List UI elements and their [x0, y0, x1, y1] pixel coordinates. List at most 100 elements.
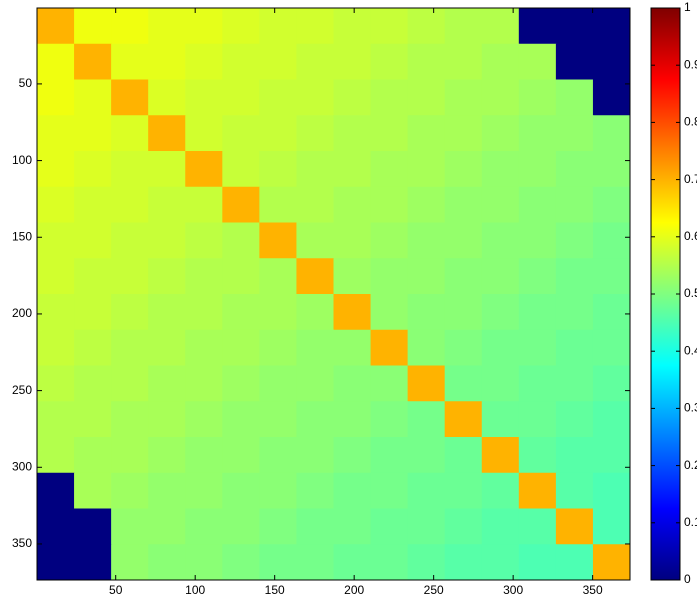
heatmap-cell	[111, 258, 149, 295]
heatmap-cell	[481, 472, 520, 509]
heatmap-cell	[444, 437, 483, 474]
heatmap-cell	[518, 115, 557, 152]
heatmap-cell	[555, 79, 594, 116]
colorbar-tick-label: 0.8	[684, 115, 697, 129]
heatmap-cell	[481, 8, 520, 45]
heatmap-cell	[185, 222, 223, 259]
heatmap-cell	[407, 365, 446, 402]
heatmap-cell	[370, 329, 409, 366]
heatmap-cell	[444, 186, 483, 223]
heatmap-cell	[444, 508, 483, 545]
heatmap-cell	[407, 294, 446, 331]
heatmap-cell	[518, 258, 557, 295]
heatmap-cell	[111, 43, 149, 80]
heatmap-cell	[444, 401, 483, 438]
heatmap-cell	[74, 294, 112, 331]
x-tick-label: 100	[185, 583, 205, 597]
heatmap-cell	[555, 472, 594, 509]
heatmap-cell	[370, 437, 409, 474]
heatmap-cell	[37, 43, 75, 80]
heatmap-cell	[259, 79, 297, 116]
heatmap-cell	[222, 8, 260, 45]
heatmap-cell	[555, 508, 594, 545]
heatmap-cell	[555, 8, 594, 45]
heatmap-cell	[555, 43, 594, 80]
heatmap-cell	[296, 258, 334, 295]
heatmap-cell	[37, 151, 75, 188]
heatmap-cell	[444, 472, 483, 509]
y-tick-label: 100	[12, 153, 32, 167]
heatmap-cell	[592, 329, 631, 366]
heatmap-cell	[333, 115, 372, 152]
heatmap-cell	[259, 115, 297, 152]
heatmap-cell	[370, 508, 409, 545]
y-tick-label: 350	[12, 536, 32, 550]
heatmap-cell	[407, 222, 446, 259]
heatmap-cell	[481, 544, 520, 581]
heatmap-cell	[370, 43, 409, 80]
heatmap-cell	[592, 472, 631, 509]
heatmap-cell	[481, 437, 520, 474]
colorbar-tick-label: 0	[684, 572, 691, 586]
heatmap-cell	[111, 115, 149, 152]
heatmap-cell	[296, 329, 334, 366]
y-tick-label: 200	[12, 306, 32, 320]
heatmap-cell	[37, 186, 75, 223]
heatmap-cell	[37, 365, 75, 402]
heatmap-cell	[111, 186, 149, 223]
heatmap-cell	[518, 222, 557, 259]
heatmap-cell	[370, 294, 409, 331]
heatmap-cell	[370, 186, 409, 223]
heatmap-cell	[481, 151, 520, 188]
heatmap-cell	[444, 365, 483, 402]
heatmap-cell	[111, 365, 149, 402]
heatmap-cell	[185, 437, 223, 474]
heatmap-cell	[407, 79, 446, 116]
heatmap-cell	[222, 544, 260, 581]
heatmap-cell	[555, 294, 594, 331]
heatmap-cell	[296, 365, 334, 402]
heatmap-cell	[407, 258, 446, 295]
heatmap-cell	[407, 437, 446, 474]
heatmap-cell	[481, 186, 520, 223]
heatmap-cell	[370, 8, 409, 45]
heatmap-cell	[111, 8, 149, 45]
plot-frame	[36, 7, 631, 581]
heatmap-cell	[333, 365, 372, 402]
heatmap-cell	[148, 437, 186, 474]
heatmap-cell	[370, 401, 409, 438]
heatmap-cell	[185, 115, 223, 152]
heatmap-cell	[592, 222, 631, 259]
heatmap-cell	[518, 329, 557, 366]
heatmap-cell	[259, 43, 297, 80]
heatmap-cell	[148, 544, 186, 581]
heatmap-cell	[74, 508, 112, 545]
heatmap-cell	[74, 79, 112, 116]
heatmap-cell	[370, 258, 409, 295]
heatmap-cell	[222, 79, 260, 116]
heatmap-cell	[407, 508, 446, 545]
heatmap-cell	[518, 294, 557, 331]
heatmap-cell	[74, 437, 112, 474]
y-tick-label: 150	[12, 229, 32, 243]
heatmap-cell	[259, 472, 297, 509]
heatmap-cell	[296, 79, 334, 116]
heatmap-cell	[259, 186, 297, 223]
x-tick-label: 350	[583, 583, 603, 597]
colorbar	[650, 7, 681, 581]
heatmap-cell	[185, 544, 223, 581]
heatmap-cell	[592, 544, 631, 581]
heatmap-cell	[444, 79, 483, 116]
heatmap-cell	[111, 544, 149, 581]
colorbar-tick-label: 0.4	[684, 343, 697, 357]
heatmap-cell	[74, 329, 112, 366]
heatmap-cell	[296, 508, 334, 545]
heatmap-cell	[222, 365, 260, 402]
heatmap-cell	[185, 186, 223, 223]
heatmap-cell	[37, 8, 75, 45]
heatmap-cell	[407, 186, 446, 223]
heatmap-cell	[37, 437, 75, 474]
y-tick-label: 300	[12, 459, 32, 473]
heatmap-cell	[148, 151, 186, 188]
heatmap-cell	[444, 258, 483, 295]
